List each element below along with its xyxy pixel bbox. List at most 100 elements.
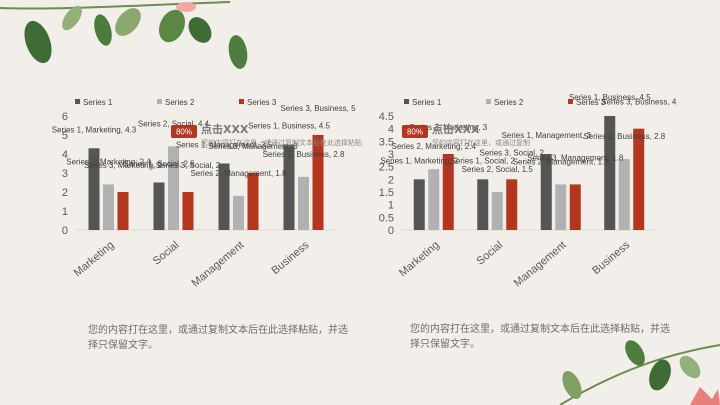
callout-badge-text: 80% <box>407 128 423 137</box>
y-tick-label: 0.5 <box>379 212 394 224</box>
y-tick-label: 0 <box>62 225 68 237</box>
data-label: Series 2, Management, 1.8 <box>190 169 287 178</box>
x-tick-label: Social <box>151 239 182 267</box>
bar-series-1-management <box>540 154 552 230</box>
bar-series-1-business <box>604 116 616 230</box>
legend-swatch <box>568 99 573 104</box>
y-tick-label: 0 <box>388 225 394 237</box>
legend-label: Series 3 <box>576 98 606 107</box>
data-label: Series 1, Social, 2.5 <box>123 160 195 169</box>
legend-swatch <box>404 99 409 104</box>
bar-series-2-social <box>491 192 503 230</box>
data-label: Series 3, Social, 2 <box>156 161 221 170</box>
x-tick-label: Marketing <box>72 239 117 279</box>
chart-right: 00.511.522.533.544.5 Marketing Social Manag… <box>379 93 677 290</box>
bar-series-1-social <box>477 179 489 230</box>
x-tick-label: Management <box>190 239 247 289</box>
bar-series-2-social <box>168 146 179 230</box>
data-label: Series 1, Marketing, 2 <box>380 156 458 165</box>
data-label: Series 1, Business, 4.5 <box>248 122 330 131</box>
data-label: Series 1, Business, 4.5 <box>569 93 651 102</box>
data-label: Series 2, Business, 2.8 <box>263 150 345 159</box>
data-label: Series 3, Marketing, 3 <box>409 123 487 132</box>
callout-badge <box>171 125 197 138</box>
legend-label: Series 2 <box>494 98 524 107</box>
bar-series-2-management <box>233 195 244 230</box>
y-tick-label: 3 <box>388 149 394 161</box>
data-label: Series 1, Social, 2 <box>451 156 516 165</box>
legend-swatch <box>239 99 244 104</box>
x-tick-label: Social <box>475 239 506 267</box>
data-label: Series 2, Social, 4.4 <box>138 119 210 128</box>
callout-text: 您的内容打在这里，或通过复制文本后在此选择粘贴 <box>201 138 362 147</box>
data-label: Series 2, Marketing, 2.4 <box>66 157 151 166</box>
callout-badge-text: 80% <box>176 128 192 137</box>
data-label: Series 3, Business, 4 <box>601 98 677 107</box>
y-tick-label: 6 <box>62 111 68 123</box>
x-tick-label: Marketing <box>397 239 442 279</box>
y-tick-label: 3.5 <box>379 136 394 148</box>
bar-series-1-management <box>218 163 230 230</box>
bar-series-1-business <box>283 144 295 230</box>
bar-series-2-marketing <box>428 169 440 230</box>
bar-series-3-social <box>506 179 518 230</box>
bar-series-3-business <box>633 128 645 230</box>
callout-text: 您的内容打在这里，或通过复制 <box>432 138 530 147</box>
callout-badge <box>402 125 428 138</box>
data-label: Series 2, Business, 2.8 <box>583 132 665 141</box>
y-tick-label: 4 <box>388 124 394 136</box>
y-tick-label: 1 <box>62 206 68 218</box>
legend-swatch <box>75 99 80 104</box>
caption-right: 您的内容打在这里，或通过复制文本后在此选择粘贴，并选择只保留文字。 <box>410 324 670 350</box>
legend-swatch <box>157 99 162 104</box>
bar-series-1-social <box>153 182 165 230</box>
bar-series-1-marketing <box>413 179 425 230</box>
x-tick-label: Business <box>270 239 312 277</box>
y-tick-label: 5 <box>62 130 68 142</box>
bar-series-3-management <box>247 173 259 230</box>
legend-label: Series 2 <box>165 98 195 107</box>
data-label: Series 3, Marketing, 2 <box>84 161 162 170</box>
bar-series-2-business <box>298 176 309 230</box>
y-tick-label: 2 <box>62 187 68 199</box>
leaf-decoration-top-left <box>0 1 248 69</box>
caption-left: 您的内容打在这里，或通过复制文本后在此选择粘贴，并选择只保留文字。 <box>88 325 348 351</box>
bar-series-2-marketing <box>103 184 114 230</box>
data-label: Series 3, Management, 3 <box>208 142 298 151</box>
bar-series-3-marketing <box>117 192 129 230</box>
data-label: Series 1, Management, 3 <box>502 131 592 140</box>
y-tick-label: 2 <box>388 174 394 186</box>
y-tick-label: 4.5 <box>379 111 394 123</box>
bar-series-3-business <box>312 135 324 230</box>
legend-label: Series 1 <box>83 98 113 107</box>
data-label: Series 1, Marketing, 4.3 <box>52 125 137 134</box>
data-label: Series 3, Social, 2 <box>480 148 545 157</box>
x-tick-label: Business <box>590 239 632 277</box>
x-tick-label: Management <box>512 239 569 289</box>
y-tick-label: 2.5 <box>379 162 394 174</box>
bar-series-1-marketing <box>88 148 100 230</box>
y-tick-label: 4 <box>62 149 68 161</box>
y-tick-label: 1 <box>388 200 394 212</box>
bar-series-3-social <box>182 192 194 230</box>
y-tick-label: 3 <box>62 168 68 180</box>
legend-label: Series 1 <box>412 98 442 107</box>
bar-series-3-marketing <box>442 154 454 230</box>
leaf-decoration-bottom-right <box>559 340 720 405</box>
bar-series-2-business <box>618 159 630 230</box>
data-label: Series 1, Management, 3.5 <box>176 141 273 150</box>
data-label: Series 3, Management, 1.8 <box>527 153 624 162</box>
chart-left: 0 1 2 3 4 5 6 Marketing Social Management Business… <box>52 98 362 290</box>
data-label: Series 2, Marketing, 2.4 <box>392 142 477 151</box>
y-tick-label: 1.5 <box>379 187 394 199</box>
data-label: Series 2, Management, 1.8 <box>513 157 610 166</box>
data-label: Series 3, Business, 5 <box>280 104 356 113</box>
callout-title: 点击XXX <box>201 122 249 136</box>
bar-series-3-management <box>569 184 581 230</box>
bar-series-2-management <box>555 184 567 230</box>
callout-title: 点击XXX <box>432 122 480 136</box>
data-label: Series 2, Social, 1.5 <box>462 165 534 174</box>
legend-swatch <box>486 99 491 104</box>
legend-label: Series 3 <box>247 98 277 107</box>
